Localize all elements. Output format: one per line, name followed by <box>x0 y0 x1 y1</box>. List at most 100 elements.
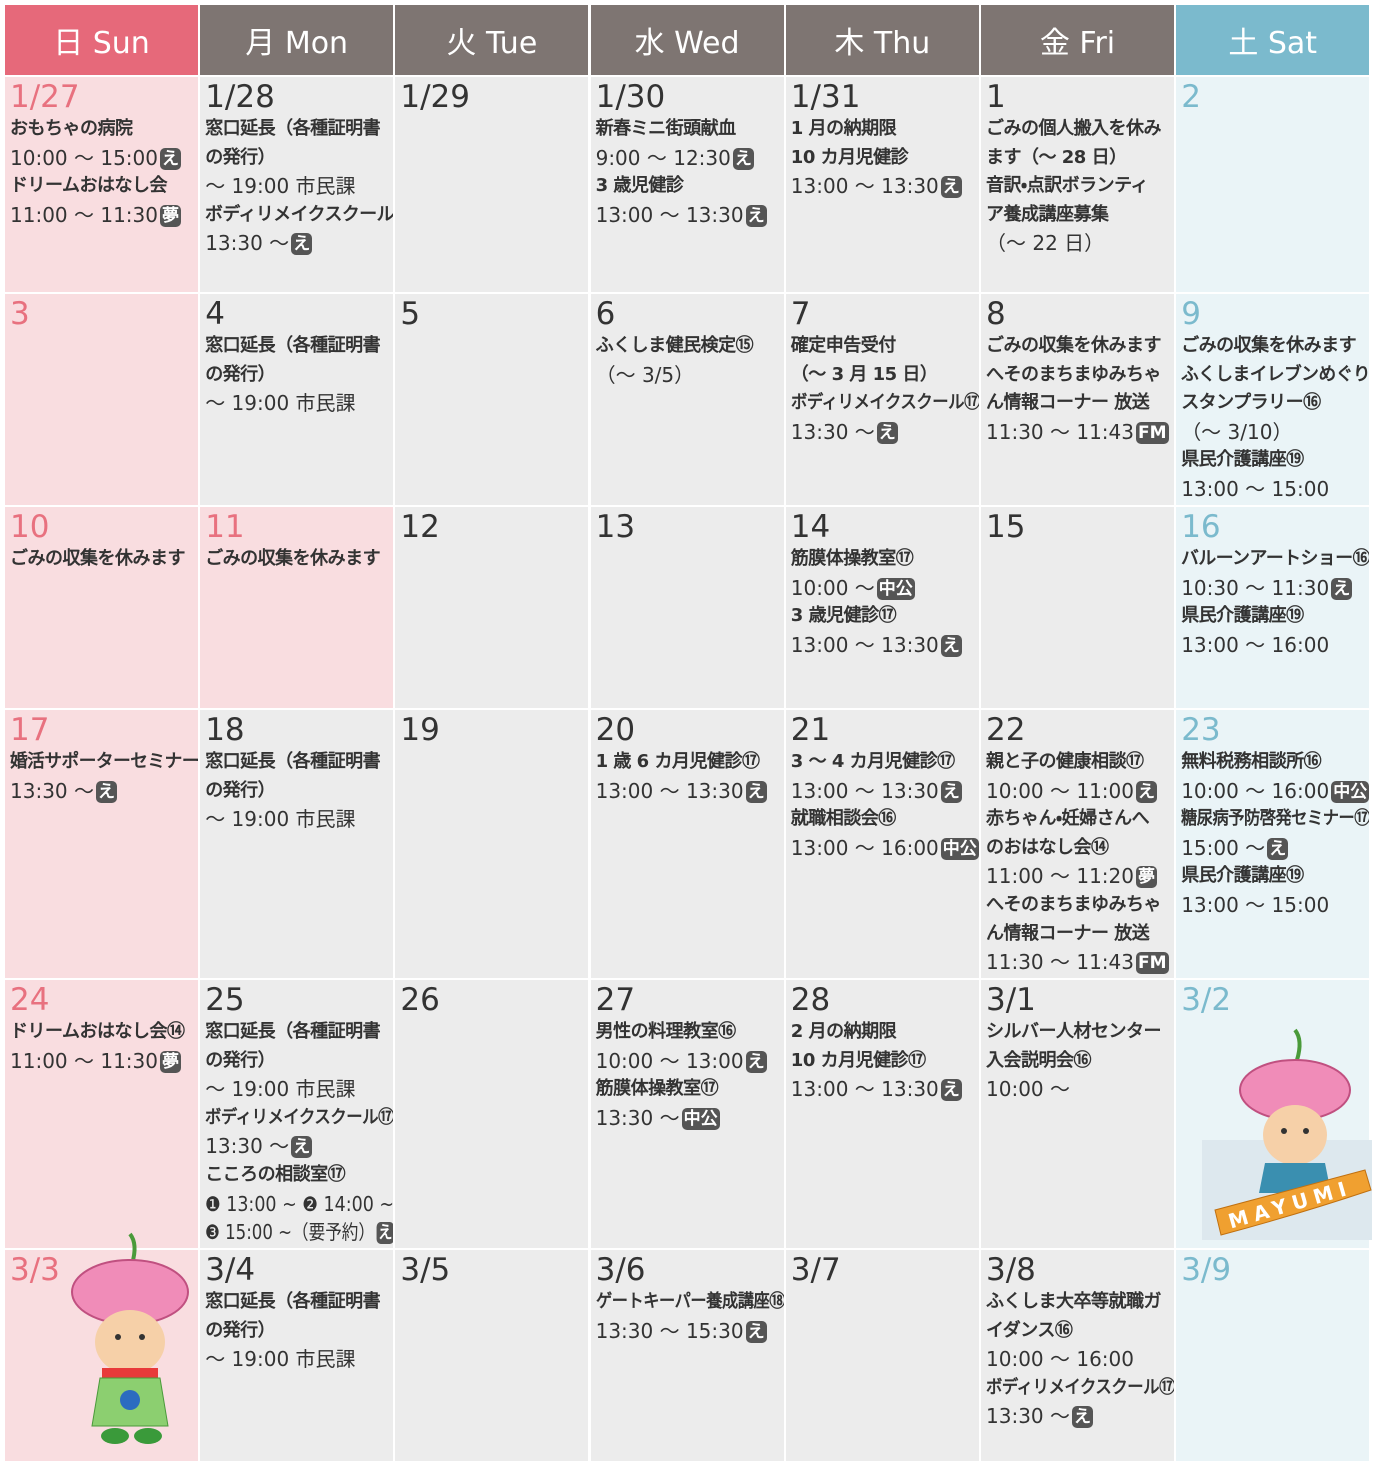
event-line: ボディリメイクスクール⑰ <box>205 1104 393 1133</box>
event-text: の発行） <box>205 1319 276 1341</box>
event-text: 13:00 ～ 13:30 <box>790 1077 939 1102</box>
event-line: ～ 19:00 市民課 <box>205 1345 355 1374</box>
event-line: ボディリメイクスクール <box>205 201 393 230</box>
day-cell: 18 窓口延長（各種証明書 の発行） ～ 19:00 市民課 <box>200 710 394 978</box>
badge: 中公 <box>876 577 915 600</box>
event-text: ゲートキーパー養成講座⑱ <box>595 1291 784 1312</box>
event-line: ふくしま健民検定⑮ <box>596 332 754 361</box>
date: 20 <box>595 712 636 748</box>
event-text: 13:30 ～ 15:30 <box>595 1318 744 1343</box>
event-text: 10:00 ～ <box>790 575 875 600</box>
event-line: ごみの個人搬入を休み <box>986 115 1162 144</box>
event-text: ～ 19:00 市民課 <box>205 174 356 199</box>
event-text: ふくしま健民検定⑮ <box>595 335 754 356</box>
event-text: 糖尿病予防啓発セミナー⑰ <box>1181 808 1370 830</box>
day-cell: 3/9 <box>1176 1250 1370 1461</box>
event-line: 窓口延長（各種証明書 <box>205 1018 381 1047</box>
event-line: 13:00 ～ 13:30 え <box>791 777 962 806</box>
day-cell: 12 <box>395 507 589 708</box>
date: 11 <box>205 509 245 545</box>
day-cell: 3/6 ゲートキーパー養成講座⑱ 13:30 ～ 15:30 え <box>590 1250 784 1461</box>
badge: え <box>732 147 754 170</box>
badge: え <box>940 176 962 199</box>
date: 3/8 <box>986 1252 1036 1288</box>
date: 1/28 <box>205 79 275 115</box>
event-text: ❸ 15:00 ~（要予約） <box>205 1220 376 1245</box>
date: 10 <box>10 509 50 545</box>
date: 14 <box>790 509 831 545</box>
event-text: 3 ～ 4 カ月児健診⑰ <box>790 751 955 772</box>
event-text: 10:00 ～ 15:00 <box>10 145 158 170</box>
event-line: ゲートキーパー養成講座⑱ <box>596 1288 784 1317</box>
event-line: ❶ 13:00 ~ ❷ 14:00 ~ <box>205 1190 393 1219</box>
event-text: おもちゃの病院 <box>10 118 133 139</box>
event-text: ボディリメイクスクール⑰ <box>986 1376 1174 1398</box>
event-line: へそのまちまゆみちゃ <box>986 361 1162 390</box>
event-text: 13:00 ～ 16:00 <box>1181 632 1330 657</box>
event-line: 県民介護講座⑲ <box>1181 862 1304 891</box>
date: 1/27 <box>10 79 80 115</box>
date: 3 <box>10 296 30 332</box>
event-line: 糖尿病予防啓発セミナー⑰ <box>1181 805 1369 834</box>
event-line: ん情報コーナー 放送 <box>986 920 1150 949</box>
event-line: ～ 19:00 市民課 <box>205 172 355 201</box>
day-cell: 1/29 <box>395 77 589 292</box>
event-line: 13:30 ～え <box>205 1132 313 1161</box>
event-line: 11:00 ～ 11:20 夢 <box>986 862 1157 891</box>
event-line: 13:00 ～ 13:30 え <box>596 777 767 806</box>
date: 23 <box>1181 712 1221 748</box>
date: 17 <box>10 712 50 748</box>
date: 24 <box>10 982 50 1018</box>
day-cell: 1 ごみの個人搬入を休み ます（～ 28 日） 音訳・点訳ボランティ ア養成講座募集 （～… <box>981 77 1174 292</box>
badge: 中公 <box>681 1107 720 1130</box>
date: 3/4 <box>205 1252 256 1288</box>
day-cell: 26 <box>395 980 589 1248</box>
date: 3/2 <box>1181 982 1232 1018</box>
day-cell: 19 <box>395 710 589 978</box>
event-line: シルバー人材センター <box>986 1018 1162 1047</box>
event-line: 2 月の納期限 <box>790 1018 897 1047</box>
event-line: 13:30 ～え <box>986 1402 1093 1431</box>
event-line: イダンス⑯ <box>986 1317 1073 1346</box>
date: 3/7 <box>790 1252 841 1288</box>
event-text: 窓口延長（各種証明書 <box>205 118 381 139</box>
day-header: 水 Wed <box>590 5 784 75</box>
date: 5 <box>400 296 421 332</box>
badge: え <box>291 1136 313 1159</box>
event-line: 就職相談会⑯ <box>791 805 897 834</box>
badge: え <box>940 1079 962 1102</box>
event-text: 10 カ月児健診⑰ <box>790 1049 926 1071</box>
date: 3/5 <box>400 1252 451 1288</box>
event-line: 13:30 ～え <box>205 229 313 258</box>
event-line: 窓口延長（各種証明書 <box>205 748 381 777</box>
date: 21 <box>790 712 831 748</box>
event-text: 13:30 ～ <box>986 1404 1070 1429</box>
date: 1 <box>986 79 1006 115</box>
day-cell: 17 婚活サポーターセミナー 13:30 ～え <box>5 710 198 978</box>
badge: え <box>376 1222 394 1245</box>
badge: え <box>745 780 767 803</box>
date: 12 <box>400 509 440 545</box>
event-line: ～ 19:00 市民課 <box>205 805 355 834</box>
event-text: 確定申告受付 <box>790 335 897 356</box>
day-header: 火 Tue <box>395 5 589 75</box>
event-text: 3 歳児健診⑰ <box>790 605 897 627</box>
event-line: 13:00 ～ 13:30 え <box>791 1075 962 1104</box>
day-header: 月 Mon <box>200 5 394 75</box>
event-line: 窓口延長（各種証明書 <box>205 332 381 361</box>
day-cell: 22 親と子の健康相談⑰ 10:00 ～ 11:00 え赤ちゃん・妊婦さんへ のおはなし… <box>981 710 1174 978</box>
event-text: ❶ 13:00 ~ ❷ 14:00 ~ <box>205 1191 394 1216</box>
day-cell: 11 ごみの収集を休みます <box>200 507 394 708</box>
event-line: 13:00 ～ 15:00 <box>1181 475 1329 504</box>
event-line: ます（～ 28 日） <box>986 144 1127 173</box>
event-line: 13:00 ～ 15:00 <box>1181 891 1329 920</box>
day-cell: 21 3 ～ 4 カ月児健診⑰ 13:00 ～ 13:30 え就職相談会⑯ 13:00 … <box>785 710 979 978</box>
day-header: 金 Fri <box>981 5 1174 75</box>
day-cell: 27 男性の料理教室⑯ 10:00 ～ 13:00 え筋膜体操教室⑰ 13:30 ～中公 <box>590 980 784 1248</box>
event-text: 親と子の健康相談⑰ <box>986 751 1144 772</box>
event-text: 2 月の納期限 <box>790 1021 897 1042</box>
event-line: の発行） <box>205 1047 276 1076</box>
event-line: 婚活サポーターセミナー <box>10 748 198 777</box>
badge: え <box>876 421 898 444</box>
event-line: ❸ 15:00 ~（要予約）え <box>205 1218 394 1247</box>
